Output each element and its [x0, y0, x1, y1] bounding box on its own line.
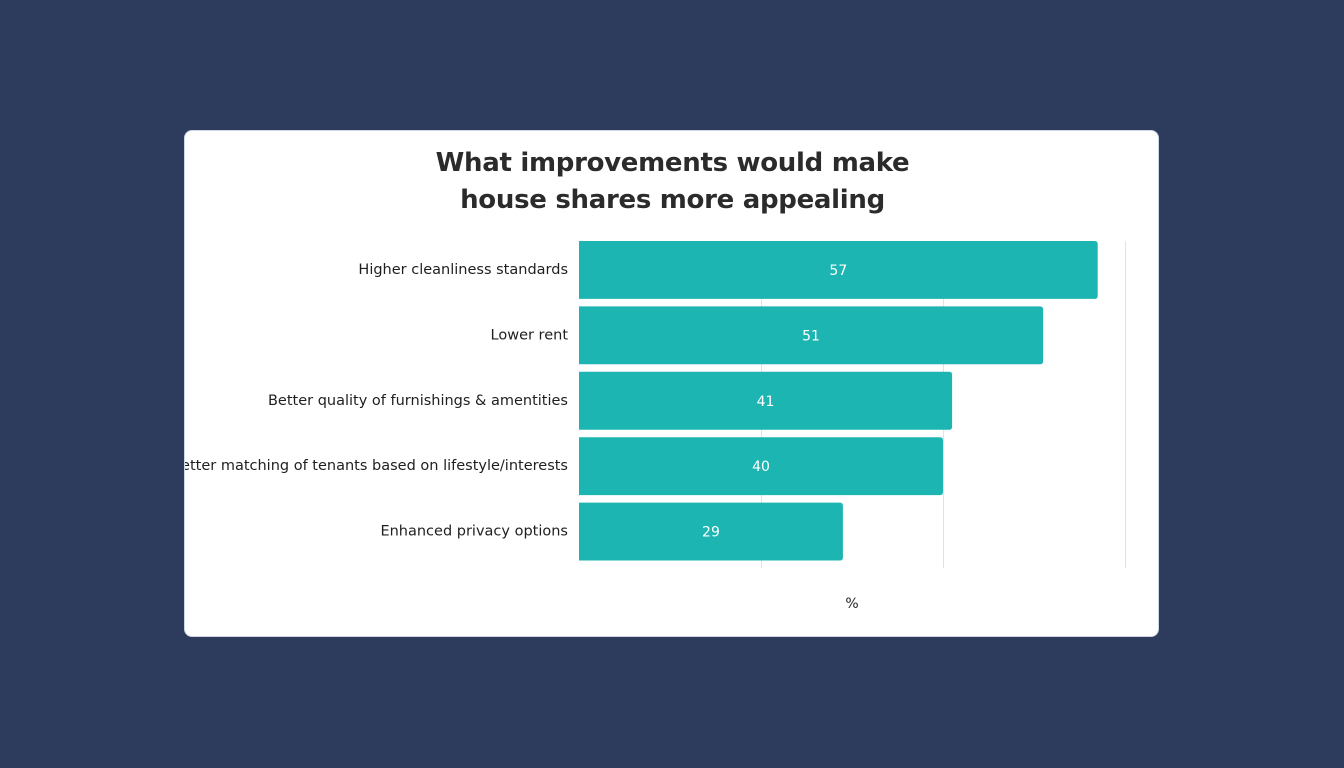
- chart-card: What improvements would make house share…: [184, 130, 1159, 637]
- bar: [579, 371, 953, 430]
- category-label: Enhanced privacy options: [380, 524, 568, 540]
- data-label: 41: [757, 394, 775, 410]
- data-label: 29: [702, 525, 720, 541]
- x-axis-label: %: [845, 596, 858, 612]
- chart-title: What improvements would make house share…: [435, 148, 910, 215]
- bar: [579, 306, 1044, 365]
- bar: [579, 241, 1098, 299]
- category-label: Better matching of tenants based on life…: [185, 458, 568, 474]
- data-label: 40: [752, 459, 770, 475]
- category-label: Better quality of furnishings & amentiti…: [268, 393, 568, 409]
- category-label: Lower rent: [491, 327, 569, 343]
- data-label: 51: [802, 328, 820, 344]
- category-label: Higher cleanliness standards: [358, 262, 568, 278]
- bar: [579, 502, 843, 561]
- bar: [579, 437, 943, 496]
- bar-chart: Higher cleanliness standards 57 Lower rent…: [185, 241, 1126, 612]
- data-label: 57: [829, 263, 847, 279]
